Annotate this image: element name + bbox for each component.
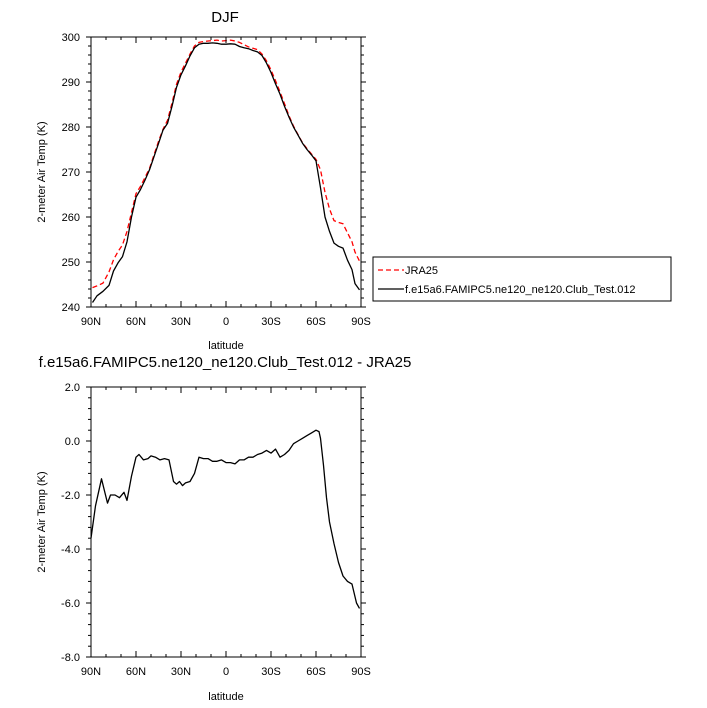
difference-panel: f.e15a6.FAMIPC5.ne120_ne120.Club_Test.01… bbox=[36, 354, 411, 703]
x-tick-label: 30S bbox=[261, 666, 281, 678]
y-tick-label: 250 bbox=[62, 257, 80, 269]
y-tick-label: 270 bbox=[62, 167, 80, 179]
legend-label-model: f.e15a6.FAMIPC5.ne120_ne120.Club_Test.01… bbox=[405, 284, 636, 296]
y-tick-label: 290 bbox=[62, 77, 80, 89]
x-tick-label: 90S bbox=[351, 666, 371, 678]
x-tick-label: 60N bbox=[126, 316, 146, 328]
y-tick-label: 0.0 bbox=[65, 436, 80, 448]
y-tick-label: -6.0 bbox=[61, 598, 80, 610]
x-axis-label: latitude bbox=[208, 691, 243, 703]
plot-lines bbox=[91, 39, 361, 303]
x-tick-label: 0 bbox=[223, 666, 229, 678]
legend: JRA25 f.e15a6.FAMIPC5.ne120_ne120.Club_T… bbox=[372, 256, 672, 302]
x-tick-label: 60S bbox=[306, 666, 326, 678]
series-line-difference bbox=[90, 429, 361, 609]
axis-ticks: 90N 60N 30N 0 30S 60S 90S 240 250 260 270 280 290 300 bbox=[62, 32, 371, 328]
y-tick-label: -8.0 bbox=[61, 652, 80, 664]
djf-temperature-panel: DJF latitude 2-meter Air Temp (K) 90N 60N… bbox=[36, 9, 371, 352]
x-tick-label: 30N bbox=[171, 316, 191, 328]
chart-title: DJF bbox=[211, 9, 239, 26]
x-axis-label: latitude bbox=[208, 340, 243, 352]
x-tick-label: 90N bbox=[81, 666, 101, 678]
y-tick-label: 240 bbox=[62, 302, 80, 314]
chart-title: f.e15a6.FAMIPC5.ne120_ne120.Club_Test.01… bbox=[39, 354, 412, 371]
y-axis-label: 2-meter Air Temp (K) bbox=[36, 121, 48, 222]
y-tick-label: 300 bbox=[62, 32, 80, 44]
series-line-jra25 bbox=[92, 39, 361, 289]
x-tick-label: 90S bbox=[351, 316, 371, 328]
x-tick-label: 30N bbox=[171, 666, 191, 678]
legend-box bbox=[372, 256, 672, 302]
series-line-model bbox=[91, 42, 361, 303]
y-tick-label: 2.0 bbox=[65, 382, 80, 394]
x-tick-label: 60N bbox=[126, 666, 146, 678]
y-axis-label: 2-meter Air Temp (K) bbox=[36, 471, 48, 572]
y-tick-label: -4.0 bbox=[61, 544, 80, 556]
x-tick-label: 60S bbox=[306, 316, 326, 328]
legend-label-jra25: JRA25 bbox=[405, 265, 438, 277]
x-tick-label: 0 bbox=[223, 316, 229, 328]
y-tick-label: 260 bbox=[62, 212, 80, 224]
y-tick-label: 280 bbox=[62, 122, 80, 134]
x-tick-label: 30S bbox=[261, 316, 281, 328]
y-tick-label: -2.0 bbox=[61, 490, 80, 502]
x-tick-label: 90N bbox=[81, 316, 101, 328]
axis-ticks: 90N 60N 30N 0 30S 60S 90S -8.0 -6.0 -4.0 -2.0 0.0 2.… bbox=[61, 382, 371, 678]
plot-frame bbox=[90, 386, 362, 658]
plot-lines bbox=[90, 429, 361, 609]
